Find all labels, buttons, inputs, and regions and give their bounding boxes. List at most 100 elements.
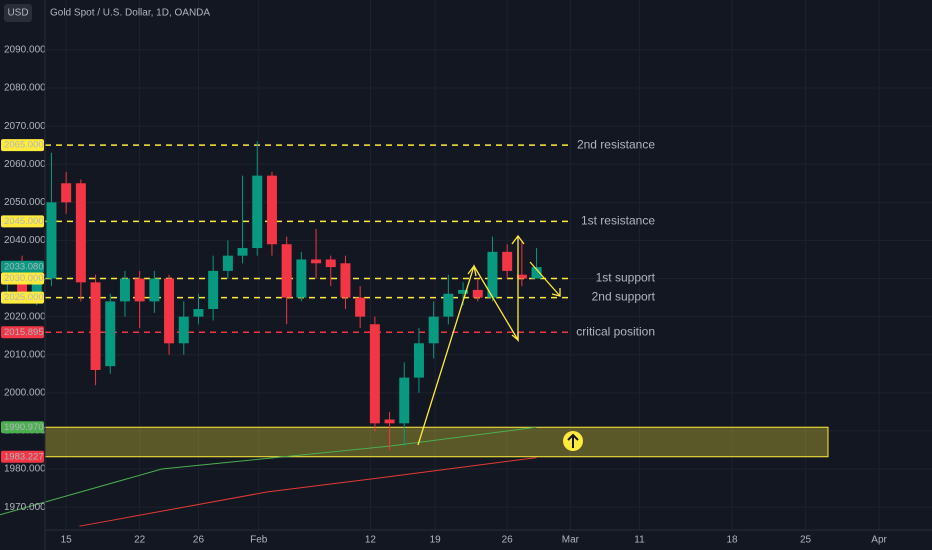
price-tag [1,450,44,463]
y-tick-label: 2060.000 [4,159,46,170]
candle-body [75,183,86,283]
currency: USD [7,8,28,19]
y-tick-label: 2070.000 [4,121,46,132]
price-tag [1,215,44,228]
trend-arrow [417,236,519,446]
candle-body [355,297,366,317]
arrow-head [511,332,519,342]
y-tick-label: 2000.000 [4,387,46,398]
x-tick-label: 18 [727,535,739,546]
price-tag-label: 2030.000 [4,273,44,284]
y-tick-label: 2040.000 [4,235,46,246]
price-tag [1,272,44,285]
y-tick-label: 2090.000 [4,45,46,56]
support-zone [44,426,829,458]
candle-body [222,255,233,271]
chart-title: Gold Spot / U.S. Dollar, 1D, OANDA [50,8,210,19]
candle-body [399,377,410,424]
candle-body [531,267,542,279]
candle-body [105,301,116,367]
candle-body [516,274,527,279]
x-tick-label: 19 [430,535,442,546]
x-tick-label: Mar [562,535,580,546]
grid [45,0,932,530]
candle-body [428,316,439,344]
arrow-head [551,288,561,297]
moving-average [79,457,537,527]
x-tick-label: 11 [634,535,645,546]
level-label: critical position [576,324,655,338]
x-tick-label: 25 [800,535,812,546]
x-tick-label: Feb [250,535,268,546]
y-tick-label: 2050.000 [4,197,46,208]
price-tag-label: 1983.227 [4,451,44,462]
price-tag-label: 2065.000 [4,140,44,151]
candle-body [17,278,28,298]
moving-average [0,426,537,516]
x-tick-label: 26 [502,535,514,546]
candle-body [369,324,380,424]
price-tag [1,139,44,152]
y-tick-label: 2080.000 [4,83,46,94]
level-label: 1st support [596,271,656,285]
plot: 2nd resistance 1st resistance 1st support 2… [0,137,829,527]
y-tick-label: 1980.000 [4,464,46,475]
price-tag [1,291,44,304]
candle-body [281,244,292,298]
x-tick-label: 15 [61,535,73,546]
candle-body [487,251,498,298]
currency-box [4,4,32,22]
price-tag [1,421,44,434]
down-arrow [529,261,561,297]
drawings [417,234,583,451]
candle-body [458,289,469,294]
candle-body [413,343,424,378]
price-tag-label: 2015.895 [4,327,44,338]
level-label: 1st resistance [581,214,655,228]
candle-body [61,183,72,203]
candle-body [472,289,483,298]
candle-body [340,263,351,298]
price-tag-label: 2033.080 [4,261,44,272]
candle-body [237,248,248,256]
price-tag [1,260,44,273]
y-tick-label: 2020.000 [4,311,46,322]
candle-body [311,259,322,264]
candle-body [178,316,189,344]
candle-body [325,259,336,268]
candle-body [149,278,160,302]
candle-body [46,202,57,279]
candle-body [502,251,513,271]
candle-body [252,175,263,249]
x-tick-label: 22 [134,535,146,546]
arrow-head [467,264,477,277]
price-tag-label: 2045.000 [4,216,44,227]
candle-body [164,278,175,344]
candle-body [208,270,219,310]
candle-body [119,278,130,302]
x-tick-label: Apr [871,535,887,546]
price-tag [1,326,44,339]
level-label: 2nd resistance [577,137,655,151]
y-tick-label: 1970.000 [4,502,46,513]
candle-body [193,309,204,317]
x-tick-label: 26 [193,535,205,546]
price-tag-label: 1990.970 [4,422,44,433]
candle-body [31,278,42,298]
candle-body [443,293,454,317]
y-tick-label: 2010.000 [4,349,46,360]
arrow-head [511,234,525,245]
price-tag-label: 2025.000 [4,292,44,303]
candle-body [384,419,395,424]
up-icon-arrow [567,433,579,441]
level-label: 2nd support [592,290,656,304]
candle-body [296,259,307,298]
x-tick-label: 12 [365,535,377,546]
candle-body [134,278,145,302]
candle-body [266,175,277,245]
candle-body [90,282,101,370]
